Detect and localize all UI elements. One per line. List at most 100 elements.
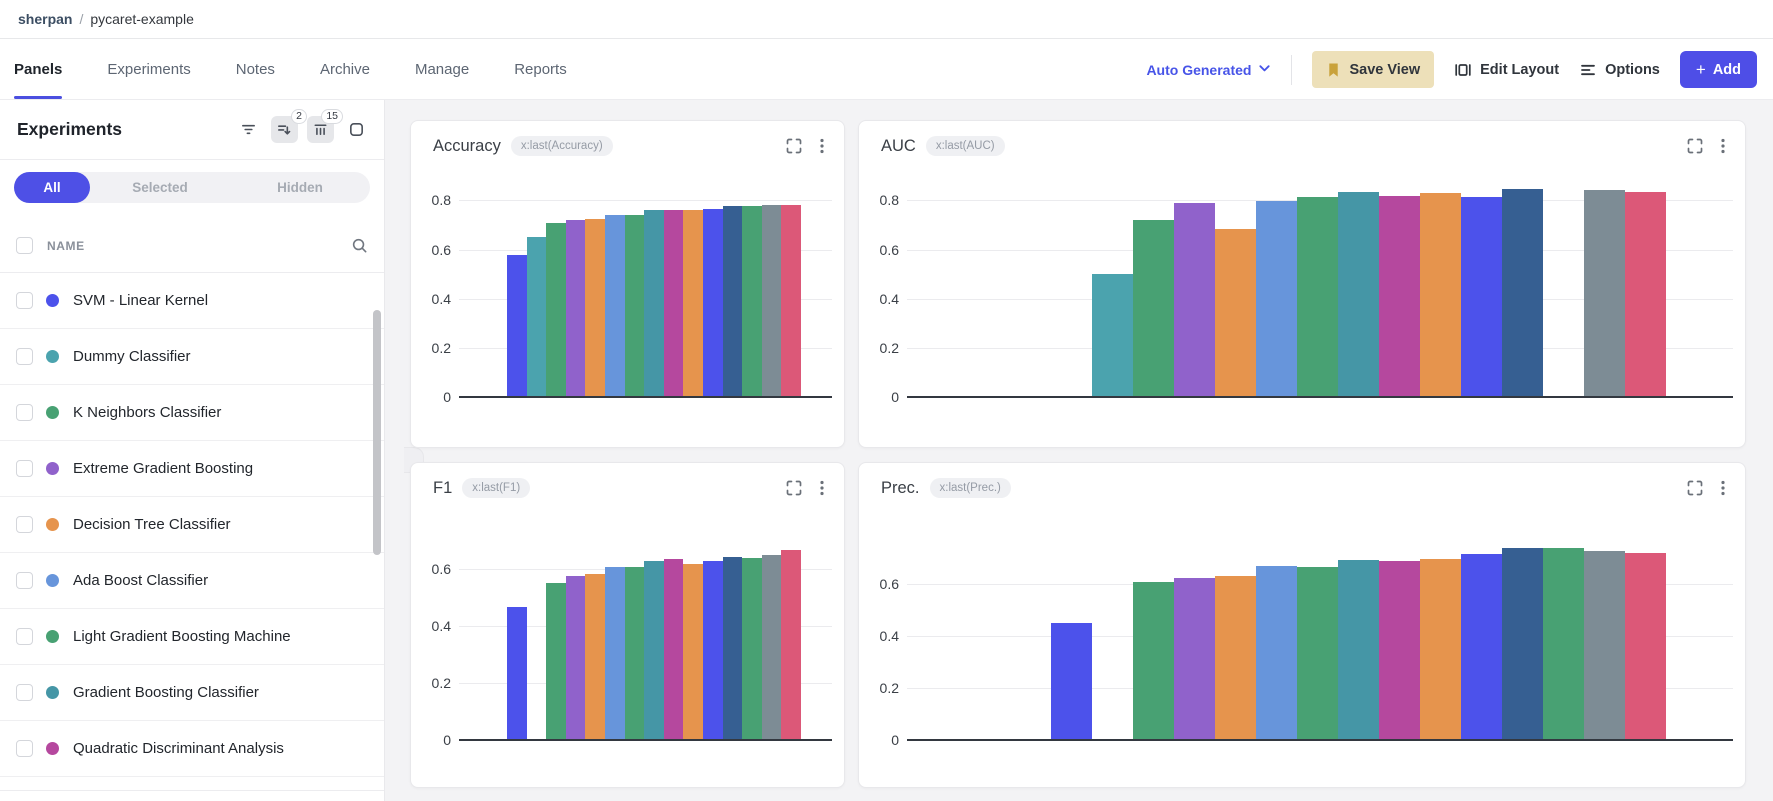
x-axis-line — [907, 739, 1733, 741]
run-checkbox[interactable] — [16, 404, 33, 421]
bar — [761, 204, 782, 397]
y-axis-tick-label: 0.4 — [879, 627, 899, 644]
options-button[interactable]: Options — [1579, 61, 1660, 79]
workspace-tabs: Panels Experiments Notes Archive Manage Repor… — [0, 39, 1773, 99]
run-checkbox[interactable] — [16, 628, 33, 645]
bar — [585, 218, 605, 397]
run-checkbox[interactable] — [16, 740, 33, 757]
tab-manage[interactable]: Manage — [414, 60, 470, 78]
bookmark-icon — [1326, 62, 1341, 78]
bar — [1338, 191, 1379, 397]
panel-title: F1 — [433, 478, 453, 497]
bar — [644, 560, 664, 740]
columns-icon[interactable]: 15 — [307, 109, 343, 143]
x-axis-line — [459, 396, 832, 398]
bar — [1133, 220, 1174, 397]
fullscreen-icon[interactable] — [1686, 479, 1704, 497]
sort-icon[interactable]: 2 — [271, 109, 307, 143]
panel-f1: F1 x:last(F1) 0 0.2 0.4 0.6 — [410, 462, 845, 788]
kebab-menu-icon[interactable] — [1715, 137, 1731, 155]
kebab-menu-icon[interactable] — [1715, 479, 1731, 497]
run-color-dot — [46, 630, 59, 643]
kebab-menu-icon[interactable] — [814, 137, 830, 155]
tab-reports[interactable]: Reports — [514, 60, 567, 78]
bar — [1379, 561, 1420, 740]
bar — [742, 206, 762, 397]
bar — [1420, 558, 1461, 740]
edit-layout-button[interactable]: Edit Layout — [1454, 61, 1559, 79]
panel-title: AUC — [881, 136, 916, 155]
panel-header: F1 x:last(F1) — [411, 463, 844, 498]
y-axis-tick-label: 0.4 — [431, 290, 451, 307]
run-checkbox[interactable] — [16, 292, 33, 309]
run-row[interactable]: Dummy Classifier — [0, 329, 384, 385]
panel-accuracy: Accuracy x:last(Accuracy) 0 0.2 0.4 0.6 0.8 — [410, 120, 845, 448]
y-axis-tick-label: 0.6 — [879, 575, 899, 592]
bar — [703, 561, 723, 740]
run-checkbox[interactable] — [16, 348, 33, 365]
run-row[interactable]: Extreme Gradient Boosting — [0, 441, 384, 497]
bar — [1625, 191, 1666, 397]
add-label: Add — [1712, 61, 1741, 78]
run-row[interactable]: K Neighbors Classifier — [0, 385, 384, 441]
y-axis-tick-label: 0 — [443, 732, 451, 748]
segment-all[interactable]: All — [14, 172, 90, 203]
search-icon[interactable] — [351, 237, 368, 254]
y-axis-tick-label: 0.8 — [431, 192, 451, 209]
view-selector[interactable]: Auto Generated — [1146, 62, 1271, 78]
bar — [624, 214, 645, 397]
select-all-checkbox[interactable] — [16, 237, 33, 254]
run-name: Decision Tree Classifier — [73, 516, 231, 533]
edit-layout-icon — [1454, 61, 1472, 79]
fullscreen-icon[interactable] — [785, 137, 803, 155]
breadcrumb-separator: / — [79, 11, 84, 27]
run-checkbox[interactable] — [16, 516, 33, 533]
runs-list-partial-row — [0, 777, 384, 791]
runs-table-header: NAME — [0, 219, 384, 273]
bar-chart: 0 0.2 0.4 0.6 0.8 — [411, 121, 844, 447]
tab-archive[interactable]: Archive — [319, 60, 370, 78]
bar — [1543, 548, 1584, 740]
gridline — [459, 200, 832, 202]
y-axis-tick-label: 0.2 — [879, 339, 899, 356]
save-view-button[interactable]: Save View — [1312, 51, 1435, 88]
run-color-dot — [46, 294, 59, 307]
bar — [722, 557, 743, 740]
breadcrumb-project[interactable]: pycaret-example — [90, 11, 194, 27]
sidebar-title: Experiments — [17, 119, 123, 139]
run-row[interactable]: Decision Tree Classifier — [0, 497, 384, 553]
fullscreen-icon[interactable] — [785, 479, 803, 497]
sidebar-scrollbar[interactable] — [373, 310, 381, 555]
run-checkbox[interactable] — [16, 684, 33, 701]
run-checkbox[interactable] — [16, 460, 33, 477]
columns-badge: 15 — [321, 109, 343, 124]
filter-icon[interactable] — [235, 116, 262, 143]
y-axis-tick-label: 0.2 — [431, 675, 451, 692]
run-row[interactable]: Ada Boost Classifier — [0, 553, 384, 609]
run-color-dot — [46, 686, 59, 699]
run-row[interactable]: Quadratic Discriminant Analysis — [0, 721, 384, 777]
run-row[interactable]: Gradient Boosting Classifier — [0, 665, 384, 721]
kebab-menu-icon[interactable] — [814, 479, 830, 497]
name-column-header: NAME — [47, 238, 85, 253]
add-panel-button[interactable]: + Add — [1679, 51, 1757, 88]
y-axis-tick-label: 0.6 — [431, 561, 451, 578]
bar — [546, 582, 566, 740]
run-row[interactable]: SVM - Linear Kernel — [0, 273, 384, 329]
bar — [565, 575, 586, 740]
segment-hidden[interactable]: Hidden — [277, 180, 323, 195]
y-axis-tick-label: 0.2 — [879, 679, 899, 696]
expand-table-icon[interactable] — [343, 116, 370, 143]
segment-selected[interactable]: Selected — [132, 180, 188, 195]
experiments-sidebar: Experiments 2 15 All Selected Hidden — [0, 100, 385, 801]
fullscreen-icon[interactable] — [1686, 137, 1704, 155]
tab-notes[interactable]: Notes — [235, 60, 275, 78]
bar — [1625, 553, 1666, 740]
breadcrumb-entity[interactable]: sherpan — [18, 11, 73, 27]
run-name: Light Gradient Boosting Machine — [73, 628, 291, 645]
run-checkbox[interactable] — [16, 572, 33, 589]
bar — [1502, 548, 1543, 740]
tab-experiments[interactable]: Experiments — [107, 60, 191, 78]
tab-panels[interactable]: Panels — [14, 39, 63, 99]
run-row[interactable]: Light Gradient Boosting Machine — [0, 609, 384, 665]
